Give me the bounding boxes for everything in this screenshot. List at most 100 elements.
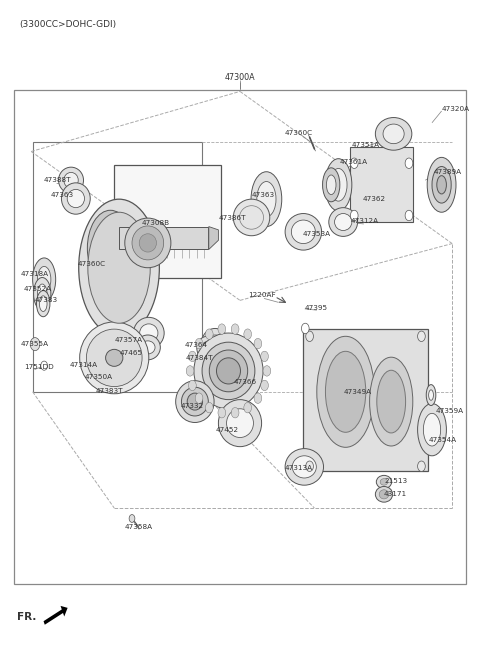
Circle shape xyxy=(405,210,413,221)
Ellipse shape xyxy=(375,118,412,150)
Text: 47349A: 47349A xyxy=(344,389,372,396)
Text: 47366: 47366 xyxy=(233,379,256,385)
Text: 47359A: 47359A xyxy=(436,407,464,414)
Ellipse shape xyxy=(323,168,340,202)
Ellipse shape xyxy=(291,220,315,244)
Ellipse shape xyxy=(376,475,392,488)
Circle shape xyxy=(244,402,252,413)
Ellipse shape xyxy=(418,404,446,456)
Text: (3300CC>DOHC-GDI): (3300CC>DOHC-GDI) xyxy=(19,20,116,29)
Text: 47300A: 47300A xyxy=(225,72,255,82)
Text: 47355A: 47355A xyxy=(21,341,49,347)
Circle shape xyxy=(301,323,309,334)
Text: 47358A: 47358A xyxy=(124,524,152,530)
Ellipse shape xyxy=(108,251,146,317)
Text: 47354A: 47354A xyxy=(429,437,457,443)
Ellipse shape xyxy=(202,328,228,357)
Ellipse shape xyxy=(139,234,156,252)
Circle shape xyxy=(189,380,196,390)
Text: 21513: 21513 xyxy=(384,478,407,485)
Ellipse shape xyxy=(335,214,352,231)
Ellipse shape xyxy=(432,167,451,203)
Text: 47389A: 47389A xyxy=(433,169,462,176)
Ellipse shape xyxy=(326,175,336,195)
Circle shape xyxy=(30,338,40,351)
Ellipse shape xyxy=(88,212,150,323)
Text: 47383: 47383 xyxy=(35,297,58,304)
Text: 47360C: 47360C xyxy=(78,261,106,268)
Text: 47452: 47452 xyxy=(216,427,239,434)
Ellipse shape xyxy=(135,335,160,360)
Ellipse shape xyxy=(377,370,406,433)
Circle shape xyxy=(306,331,313,342)
Circle shape xyxy=(218,324,226,334)
Ellipse shape xyxy=(216,358,240,384)
Text: 47314A: 47314A xyxy=(70,362,97,368)
Text: 47353A: 47353A xyxy=(302,231,330,238)
Ellipse shape xyxy=(292,456,316,478)
Text: FR.: FR. xyxy=(17,612,36,622)
Ellipse shape xyxy=(141,341,155,354)
Ellipse shape xyxy=(202,342,213,355)
Circle shape xyxy=(418,461,425,471)
Ellipse shape xyxy=(125,218,171,268)
Circle shape xyxy=(129,515,135,522)
Ellipse shape xyxy=(317,336,374,447)
Ellipse shape xyxy=(218,400,262,447)
Circle shape xyxy=(254,393,262,404)
Text: 47361A: 47361A xyxy=(339,159,367,165)
Circle shape xyxy=(306,461,313,471)
Circle shape xyxy=(41,361,48,370)
Ellipse shape xyxy=(251,172,282,227)
Text: 47320A: 47320A xyxy=(442,106,470,112)
Ellipse shape xyxy=(106,349,123,366)
FancyArrow shape xyxy=(44,606,68,625)
Circle shape xyxy=(231,407,239,418)
Circle shape xyxy=(244,329,252,340)
Ellipse shape xyxy=(379,490,389,499)
Text: 47383T: 47383T xyxy=(96,388,123,394)
Text: 1220AF: 1220AF xyxy=(248,292,276,298)
Ellipse shape xyxy=(79,199,159,336)
Circle shape xyxy=(195,338,203,349)
Circle shape xyxy=(218,407,226,418)
Text: 47318A: 47318A xyxy=(21,271,49,278)
Ellipse shape xyxy=(257,182,276,217)
Ellipse shape xyxy=(330,168,347,201)
Text: 47312A: 47312A xyxy=(351,218,379,225)
Text: 1751DD: 1751DD xyxy=(24,364,54,370)
Ellipse shape xyxy=(380,479,388,485)
Ellipse shape xyxy=(39,296,47,311)
Text: 47388T: 47388T xyxy=(44,177,72,183)
Bar xyxy=(114,165,221,278)
Text: 47384T: 47384T xyxy=(186,355,214,362)
Ellipse shape xyxy=(383,124,404,144)
Ellipse shape xyxy=(437,176,446,194)
Ellipse shape xyxy=(133,317,164,349)
Text: 47308B: 47308B xyxy=(142,219,170,226)
Ellipse shape xyxy=(59,167,84,193)
Ellipse shape xyxy=(61,183,90,214)
Ellipse shape xyxy=(64,172,78,188)
Text: 47357A: 47357A xyxy=(115,337,143,343)
Text: 47360C: 47360C xyxy=(285,130,313,136)
Circle shape xyxy=(195,393,203,404)
Ellipse shape xyxy=(187,393,203,410)
Ellipse shape xyxy=(67,189,84,208)
Ellipse shape xyxy=(285,449,324,485)
Text: 47332: 47332 xyxy=(180,402,204,409)
Ellipse shape xyxy=(132,226,164,260)
Circle shape xyxy=(189,351,196,362)
Ellipse shape xyxy=(209,350,248,392)
Ellipse shape xyxy=(181,387,208,416)
Ellipse shape xyxy=(429,390,433,400)
Bar xyxy=(33,142,202,392)
Bar xyxy=(119,227,208,249)
Ellipse shape xyxy=(233,199,270,236)
Ellipse shape xyxy=(87,210,133,286)
Circle shape xyxy=(350,158,358,168)
Bar xyxy=(303,329,428,471)
Circle shape xyxy=(205,402,213,413)
Ellipse shape xyxy=(285,214,322,250)
Circle shape xyxy=(405,158,413,168)
